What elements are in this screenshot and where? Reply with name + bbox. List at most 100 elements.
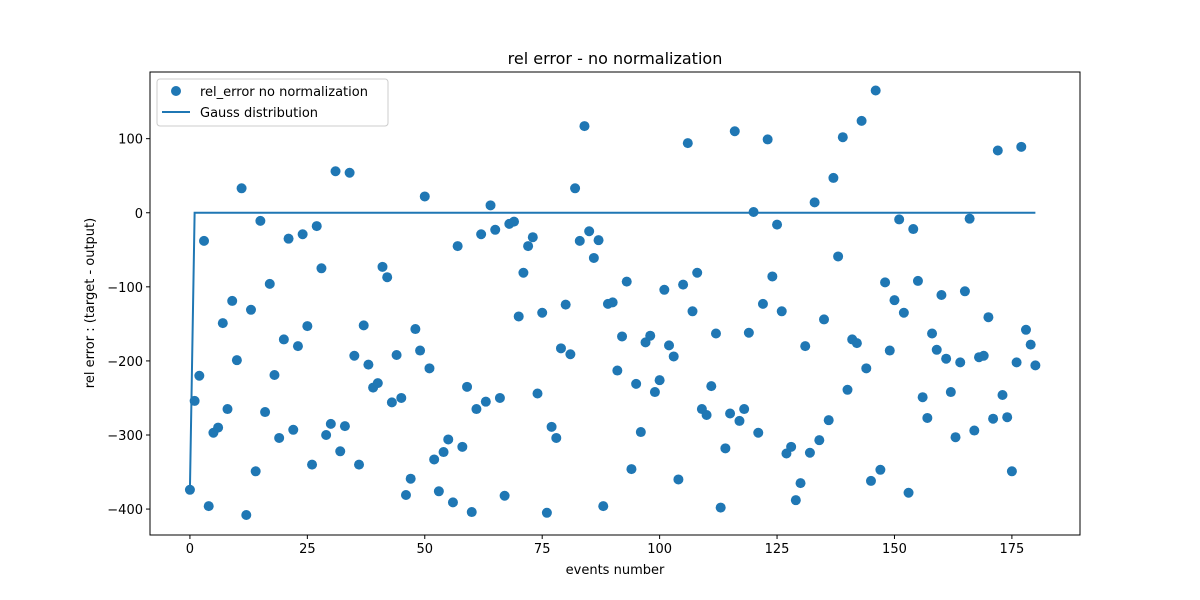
scatter-point (307, 459, 318, 470)
scatter-point (682, 138, 693, 149)
scatter-point (927, 328, 938, 339)
scatter-point (992, 145, 1003, 156)
scatter-point (546, 421, 557, 432)
scatter-point (278, 334, 289, 345)
scatter-point (593, 235, 604, 246)
x-tick-label: 150 (882, 542, 907, 557)
scatter-point (349, 350, 360, 361)
scatter-point (673, 474, 684, 485)
scatter-point (607, 297, 618, 308)
scatter-point (471, 404, 482, 415)
plot-area-frame (149, 71, 1081, 536)
scatter-point (621, 276, 632, 287)
scatter-point (494, 392, 505, 403)
legend-frame (156, 78, 389, 127)
scatter-point (213, 422, 224, 433)
scatter-point (499, 490, 510, 501)
scatter-point (424, 363, 435, 374)
scatter-point (255, 215, 266, 226)
scatter-point (269, 369, 280, 380)
scatter-point (626, 464, 637, 475)
scatter-point (227, 295, 238, 306)
scatter-point (635, 427, 646, 438)
scatter-point (753, 427, 764, 438)
scatter-point (231, 355, 242, 366)
scatter-point (1025, 339, 1036, 350)
scatter-point (527, 232, 538, 243)
scatter-point (715, 502, 726, 513)
scatter-point (941, 353, 952, 364)
scatter-point (870, 85, 881, 96)
scatter-point (344, 167, 355, 178)
scatter-point (283, 233, 294, 244)
scatter-point (316, 263, 327, 274)
scatter-point (617, 331, 628, 342)
scatter-point (767, 271, 778, 282)
scatter-point (523, 241, 534, 252)
scatter-point (659, 284, 670, 295)
scatter-point (922, 412, 933, 423)
scatter-point (936, 289, 947, 300)
scatter-point (288, 424, 299, 435)
x-tick-label: 125 (765, 542, 790, 557)
scatter-point (297, 229, 308, 240)
scatter-point (1030, 360, 1041, 371)
scatter-point (396, 392, 407, 403)
scatter-point (786, 441, 797, 452)
scatter-point (339, 421, 350, 432)
scatter-point (762, 134, 773, 145)
scatter-point (917, 392, 928, 403)
scatter-point (903, 487, 914, 498)
x-axis-ticks: 0 25 50 75 100 125 150 175 (186, 535, 1024, 557)
scatter-point (959, 286, 970, 297)
scatter-point (687, 306, 698, 317)
scatter-point (964, 213, 975, 224)
scatter-point (720, 443, 731, 454)
y-axis-ticks: −400 −300 −200 −100 0 100 (107, 133, 150, 518)
scatter-point (579, 121, 590, 132)
scatter-point (875, 464, 886, 475)
scatter-point (706, 381, 717, 392)
scatter-point (776, 306, 787, 317)
scatter-point (236, 183, 247, 194)
scatter-point (405, 473, 416, 484)
scatter-point (804, 447, 815, 458)
scatter-point (555, 343, 566, 354)
scatter-point (814, 435, 825, 446)
scatter-point (598, 501, 609, 512)
scatter-point (931, 344, 942, 355)
x-tick-label: 100 (647, 542, 672, 557)
y-tick-label: −400 (107, 503, 143, 518)
scatter-point (588, 252, 599, 263)
scatter-point (654, 375, 665, 386)
scatter-point (734, 415, 745, 426)
scatter-point (1006, 466, 1017, 477)
legend-label-line: Gauss distribution (200, 106, 318, 121)
scatter-point (856, 115, 867, 126)
scatter-point (884, 345, 895, 356)
scatter-point (541, 507, 552, 518)
scatter-point (485, 200, 496, 211)
scatter-point (584, 226, 595, 237)
scatter-point (386, 397, 397, 408)
scatter-point (912, 275, 923, 286)
scatter-point (410, 324, 421, 335)
scatter-point (880, 277, 891, 288)
x-tick-label: 50 (416, 542, 433, 557)
scatter-point (678, 279, 689, 290)
scatter-point (668, 351, 679, 362)
scatter-point (429, 454, 440, 465)
scatter-point (898, 307, 909, 318)
scatter-point (194, 370, 205, 381)
scatter-point (245, 304, 256, 315)
scatter-point (466, 507, 477, 518)
scatter-point (861, 363, 872, 374)
scatter-point (570, 183, 581, 194)
scatter-point (358, 320, 369, 331)
scatter-point (945, 387, 956, 398)
scatter-point (1016, 141, 1027, 152)
scatter-point (452, 241, 463, 252)
legend-marker-scatter (171, 86, 181, 96)
scatter-point (382, 272, 393, 283)
scatter-point (292, 341, 303, 352)
